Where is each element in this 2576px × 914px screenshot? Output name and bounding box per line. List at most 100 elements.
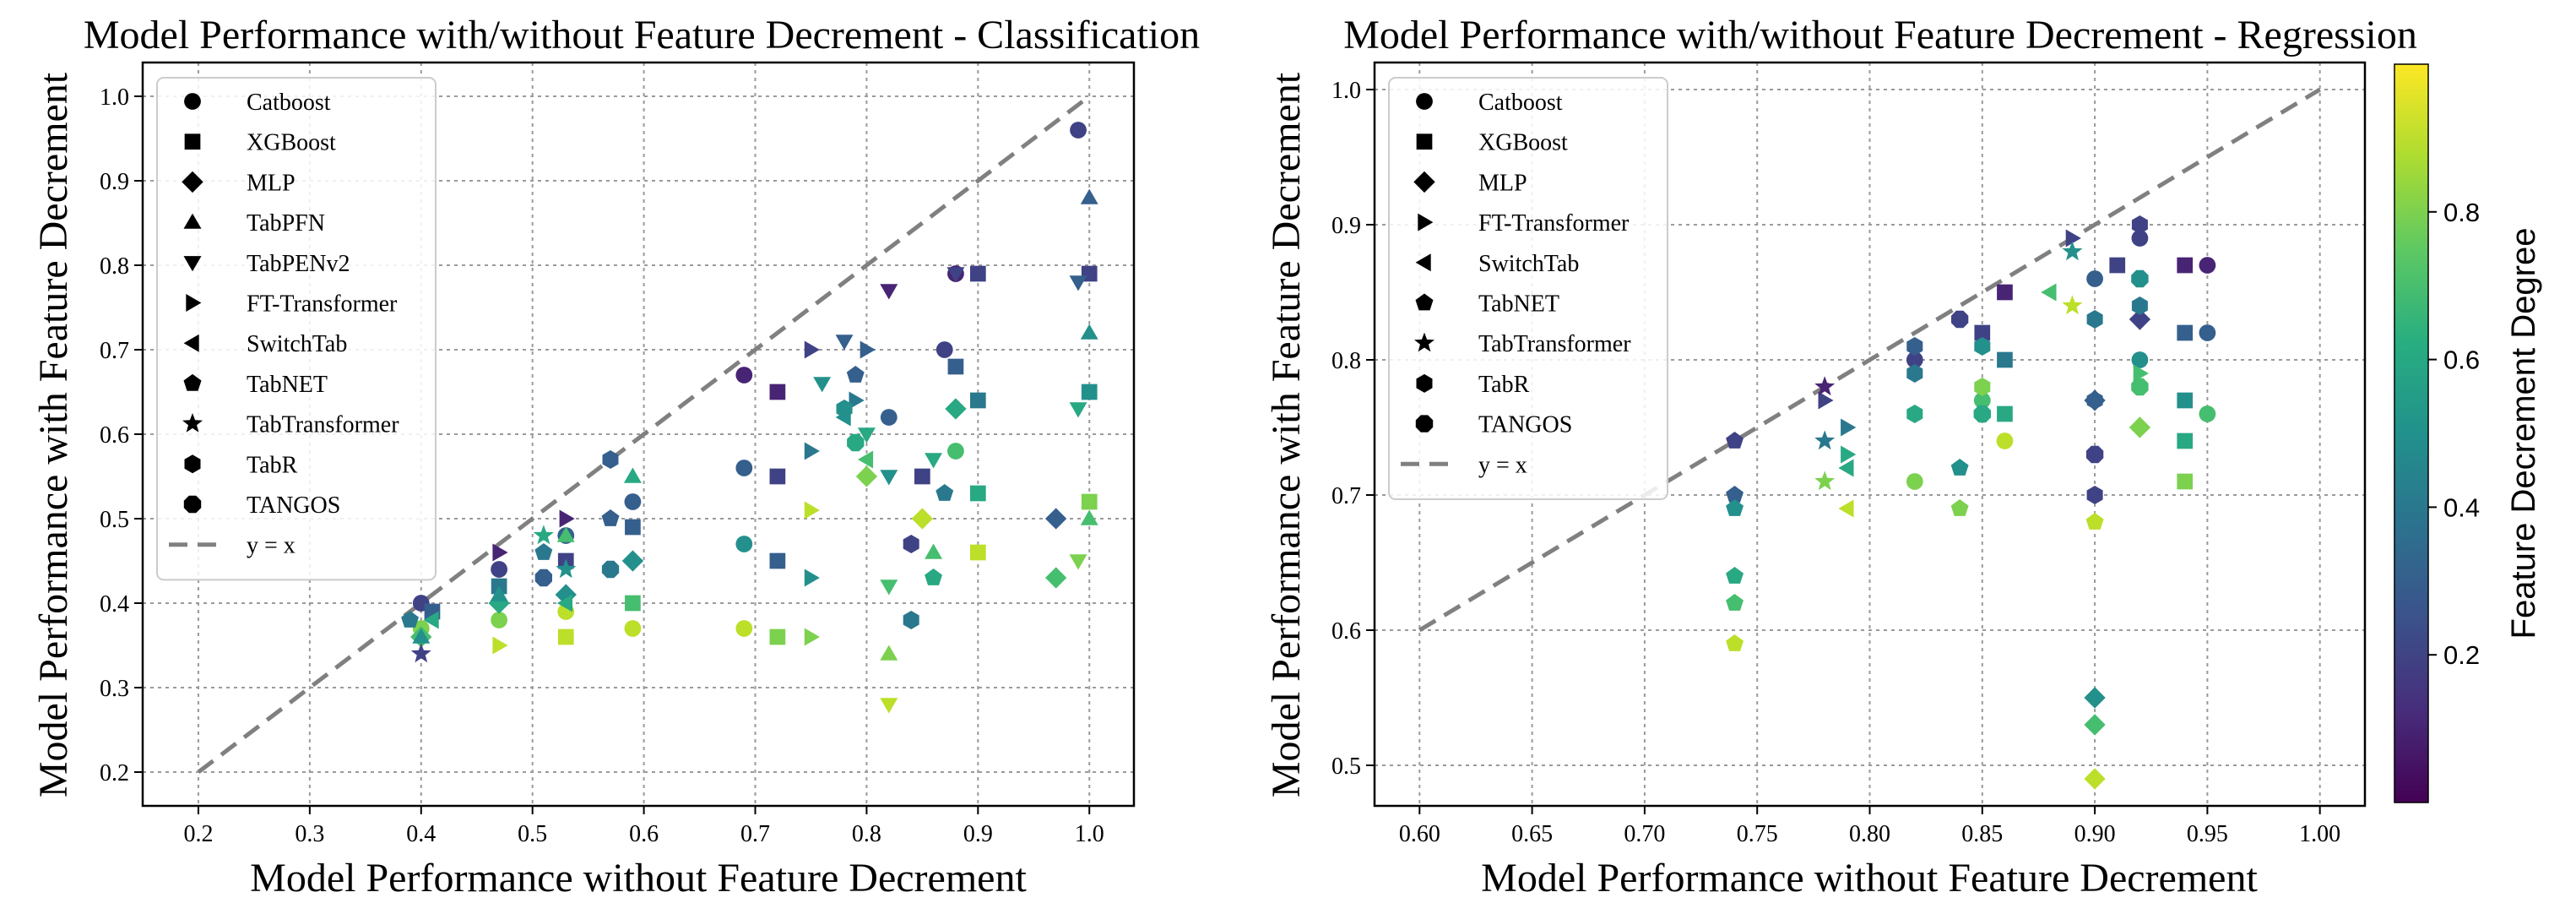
y-axis-label: Model Performance with Feature Decrement [1264,72,1309,797]
data-point [557,628,574,645]
data-point [880,409,898,426]
x-tick-label: 1.00 [2299,821,2340,847]
data-point [1070,122,1087,139]
legend-item: TabTransformer [1414,331,1631,357]
legend-item: FT-Transformer [1418,210,1630,237]
data-point [1726,432,1744,449]
legend-label: Catboost [247,90,331,116]
legend-label: TabPENv2 [247,251,350,277]
data-points [401,122,1098,714]
legend-label: Catboost [1478,90,1563,116]
x-tick-label: 0.2 [183,821,213,847]
data-point [2177,392,2194,409]
data-point [491,612,508,628]
data-point [945,398,967,420]
legend-label: y = x [1478,452,1527,478]
y-tick-label: 0.6 [1331,618,1361,645]
legend-marker-icon [1415,415,1434,433]
legend-item: Catboost [1416,90,1563,116]
x-tick-label: 0.3 [295,821,324,847]
data-point [1069,554,1087,570]
colorbar-tick-label: 0.6 [2443,345,2480,375]
legend-label: XGBoost [1478,130,1568,156]
data-point [602,450,619,469]
data-point [1950,499,1969,516]
data-point [423,611,439,629]
data-point [969,544,986,561]
data-point [491,561,508,578]
data-point [1973,392,1991,409]
data-point [621,550,644,572]
legend: Catboost XGBoost MLP FT-Transformer SwitchTa… [1388,77,1668,500]
reference-line [197,95,1091,774]
legend-item: TabPENv2 [183,251,350,277]
data-point [947,443,964,460]
data-point [1974,324,1991,341]
legend-label: TabTransformer [247,412,399,438]
data-point [2129,416,2151,438]
legend-marker-icon [184,454,201,474]
legend-label: FT-Transformer [1478,210,1630,237]
legend-item: TabR [1416,372,1530,398]
legend-marker-icon [1416,373,1433,393]
legend-label: XGBoost [247,130,336,156]
data-point [2109,257,2126,274]
data-point [769,384,786,400]
data-point [2199,257,2216,274]
data-point [969,392,986,409]
data-point [769,468,786,485]
data-point [813,377,832,393]
legend-marker-icon [183,495,202,514]
regression-chart: Model Performance with/without Feature D… [1264,13,2417,900]
legend-box [1388,77,1668,500]
legend-marker-icon [1414,332,1434,352]
data-point [625,519,641,536]
legend-item: XGBoost [184,130,336,156]
legend-marker-icon [1413,171,1435,193]
x-axis-label: Model Performance without Feature Decrem… [250,856,1027,900]
data-point [1974,378,1991,396]
data-point [556,526,575,542]
x-tick-label: 0.5 [518,821,547,847]
x-tick-label: 0.7 [740,821,770,847]
data-point [2085,445,2104,464]
legend-item: TabNET [183,372,328,398]
data-point [1841,418,1857,437]
data-point [533,525,554,545]
data-point [2084,768,2106,790]
x-tick-label: 0.6 [629,821,659,847]
data-point [735,620,753,637]
data-point [935,341,953,358]
data-point [2085,513,2104,530]
data-point [855,465,878,487]
legend-item: TabNET [1415,291,1559,318]
y-axis-ticks: 0.5 0.6 0.7 0.8 0.9 1.0 [1331,78,1375,780]
data-point [804,501,820,520]
classification-chart: Model Performance with/without Feature D… [31,13,1200,900]
data-point [804,442,820,460]
chart-title: Model Performance with/without Feature D… [1343,13,2417,57]
data-point [534,569,552,587]
data-point [911,508,933,530]
colorbar-label: Feature Decrement Degree [2505,228,2542,639]
data-point [1838,459,1854,477]
data-point [2062,241,2083,261]
data-point [2131,378,2149,396]
data-point [935,484,954,501]
y-tick-label: 0.5 [1331,754,1361,780]
legend-marker-icon [182,171,203,193]
data-point [1814,376,1836,396]
data-point [1045,567,1067,589]
data-point [1081,493,1098,510]
data-point [2086,391,2103,410]
legend-label: y = x [247,533,296,559]
legend-label: MLP [1478,170,1527,196]
data-point [947,358,964,375]
data-point [1906,337,1923,356]
data-point [769,552,786,569]
data-point [1818,391,1834,410]
legend-marker-icon [183,213,202,229]
legend-marker-icon [184,93,201,110]
data-point [804,569,820,587]
